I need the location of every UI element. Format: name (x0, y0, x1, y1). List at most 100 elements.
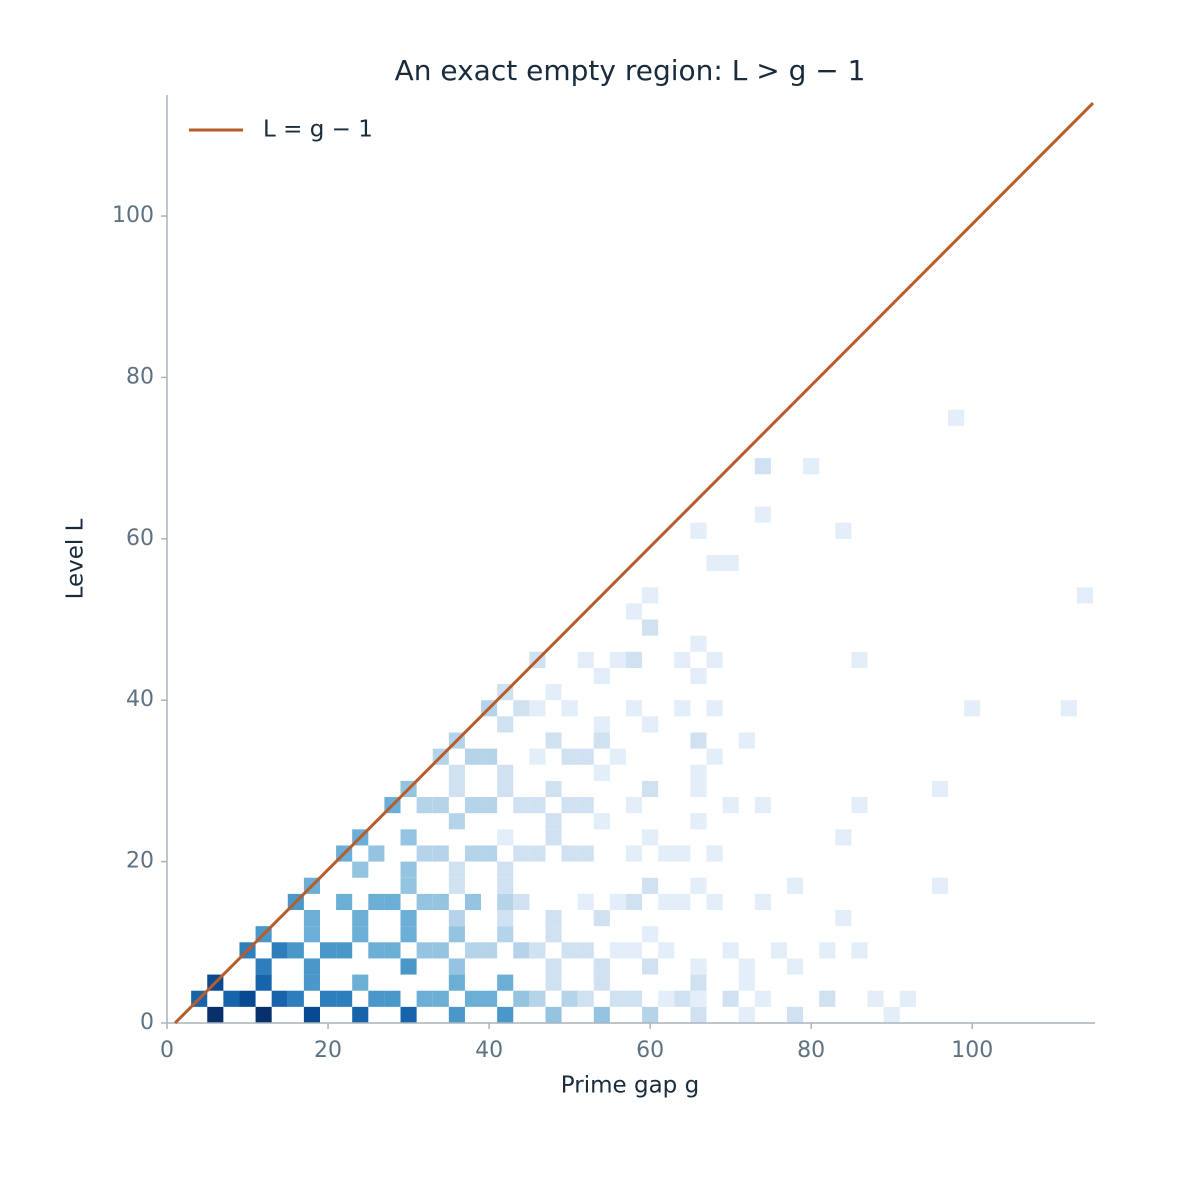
heatmap-cell (690, 974, 707, 991)
heatmap-cell (867, 990, 884, 1007)
heatmap-cell (770, 942, 788, 959)
heatmap-cell (497, 1006, 514, 1023)
heatmap-cell (432, 845, 449, 862)
heatmap-cell (577, 748, 594, 765)
heatmap-cell (819, 990, 836, 1007)
heatmap-cell (625, 845, 643, 862)
heatmap-cell (432, 942, 449, 959)
heatmap-cell (319, 990, 337, 1007)
heatmap-cell (674, 651, 691, 668)
heatmap-cell (722, 554, 739, 572)
heatmap-cell (448, 910, 465, 927)
heatmap-cell (271, 942, 288, 959)
heatmap-cell (400, 877, 417, 894)
heatmap-cell (336, 990, 353, 1007)
heatmap-cell (738, 974, 755, 991)
heatmap-cell (481, 748, 498, 765)
heatmap-cell (625, 893, 643, 911)
heatmap-cell (481, 845, 498, 862)
heatmap-cell (287, 990, 304, 1007)
heatmap-cell (303, 926, 320, 943)
heatmap-cell (674, 893, 691, 911)
heatmap-cell (642, 1006, 659, 1023)
heatmap-cell (593, 958, 610, 975)
heatmap-cell (577, 990, 594, 1007)
heatmap-cell (706, 651, 723, 668)
heatmap-cell (400, 958, 417, 975)
heatmap-cell (545, 780, 562, 798)
heatmap-cell (754, 797, 771, 814)
heatmap-cell (593, 974, 610, 991)
heatmap-cell (674, 700, 691, 717)
heatmap-cell (851, 942, 868, 959)
heatmap-cell (303, 910, 320, 927)
x-tick-label: 0 (160, 1038, 174, 1063)
heatmap-cell (787, 877, 804, 894)
heatmap-cell (432, 797, 449, 814)
heatmap-cell (513, 797, 530, 814)
heatmap-cell (529, 700, 546, 717)
heatmap-cell (625, 797, 643, 814)
heatmap-cell (835, 829, 852, 846)
heatmap-cell (577, 797, 594, 814)
heatmap-cell (593, 910, 610, 927)
heatmap-cell (642, 958, 659, 975)
y-tick-label: 0 (140, 1010, 154, 1035)
heatmap-cell (706, 748, 723, 765)
heatmap-cell (899, 990, 916, 1007)
heatmap-cell (384, 990, 401, 1007)
heatmap-cell (529, 845, 546, 862)
heatmap-cell (706, 893, 723, 911)
x-tick-label: 80 (797, 1038, 825, 1063)
heatmap-cell (239, 990, 256, 1007)
heatmap-cell (303, 958, 320, 975)
heatmap-cell (754, 893, 771, 911)
heatmap-cell (513, 700, 530, 717)
heatmap-cell (754, 458, 771, 475)
heatmap-cell (497, 764, 514, 781)
heatmap-cell (416, 942, 433, 959)
y-tick-label: 60 (126, 526, 154, 551)
heatmap-cell (513, 990, 530, 1007)
heatmap-cell (497, 780, 514, 798)
heatmap-cell (722, 990, 739, 1007)
heatmap-cell (271, 990, 288, 1007)
heatmap-cell (561, 990, 578, 1007)
heatmap-cell (883, 1006, 900, 1023)
heatmap-cell (529, 990, 546, 1007)
heatmap-cell (416, 845, 433, 862)
heatmap-cell (352, 1006, 369, 1023)
heatmap-cell (448, 877, 465, 894)
heatmap-cell (642, 926, 659, 943)
heatmap-cell (706, 845, 723, 862)
heatmap-cell (706, 554, 723, 572)
heatmap-cell (400, 829, 417, 846)
heatmap-cell (722, 797, 739, 814)
heatmap-cell (577, 651, 594, 668)
heatmap-cell (368, 942, 385, 959)
heatmap-cell (625, 990, 643, 1007)
heatmap-cell (722, 942, 739, 959)
heatmap-cell (609, 942, 626, 959)
heatmap-cell (754, 506, 771, 523)
y-tick-label: 80 (126, 364, 154, 389)
heatmap-cell (738, 1006, 755, 1023)
heatmap-cell (690, 667, 707, 685)
heatmap-cell (464, 845, 482, 862)
heatmap-cell (497, 861, 514, 878)
heatmap-cell (352, 861, 369, 878)
heatmap-cell (851, 651, 868, 668)
heatmap-cell (464, 893, 482, 911)
heatmap-cell (642, 780, 659, 798)
heatmap-cell (803, 458, 820, 475)
heatmap-cell (352, 910, 369, 927)
heatmap-cell (690, 990, 707, 1007)
heatmap-cell (690, 813, 707, 830)
heatmap-cell (497, 829, 514, 846)
heatmap-cell (464, 990, 482, 1007)
heatmap-cell (336, 893, 353, 911)
heatmap-cell (400, 910, 417, 927)
heatmap-cell (609, 651, 626, 668)
heatmap-cell (819, 942, 836, 959)
